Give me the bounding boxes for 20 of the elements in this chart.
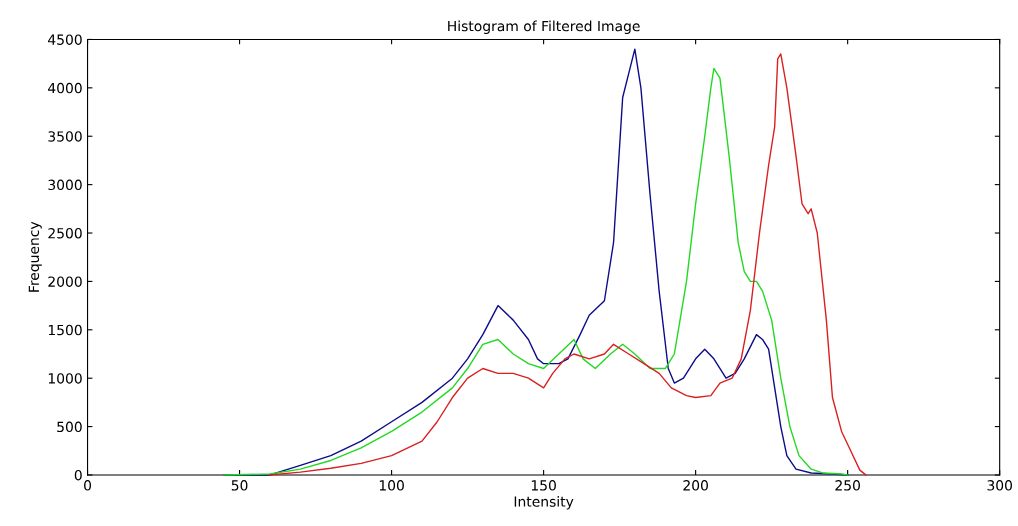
y-tick-label: 2000: [48, 276, 82, 287]
x-tick-label: 200: [683, 480, 708, 491]
y-tick-label: 4000: [48, 82, 82, 94]
y-tick-label: 2500: [48, 227, 82, 239]
x-tick-label: 150: [531, 480, 556, 491]
y-tick-label: 0: [74, 469, 82, 481]
chart-title: Histogram of Filtered Image: [448, 20, 640, 35]
y-tick-label: 500: [57, 421, 82, 433]
y-tick-label: 4500: [48, 34, 82, 45]
y-axis-title: Frequency: [28, 221, 42, 292]
x-tick-label: 0: [84, 480, 92, 491]
x-tick-label: 250: [835, 480, 860, 491]
x-tick-label: 100: [379, 480, 404, 491]
y-tick-label: 1500: [48, 324, 82, 336]
y-tick-label: 3000: [48, 179, 82, 191]
y-tick-label: 3500: [48, 131, 82, 142]
x-tick-label: 50: [231, 480, 248, 491]
y-tick-label: 1000: [48, 373, 82, 384]
x-axis-title: Intensity: [514, 496, 574, 510]
x-tick-label: 300: [987, 480, 1013, 491]
